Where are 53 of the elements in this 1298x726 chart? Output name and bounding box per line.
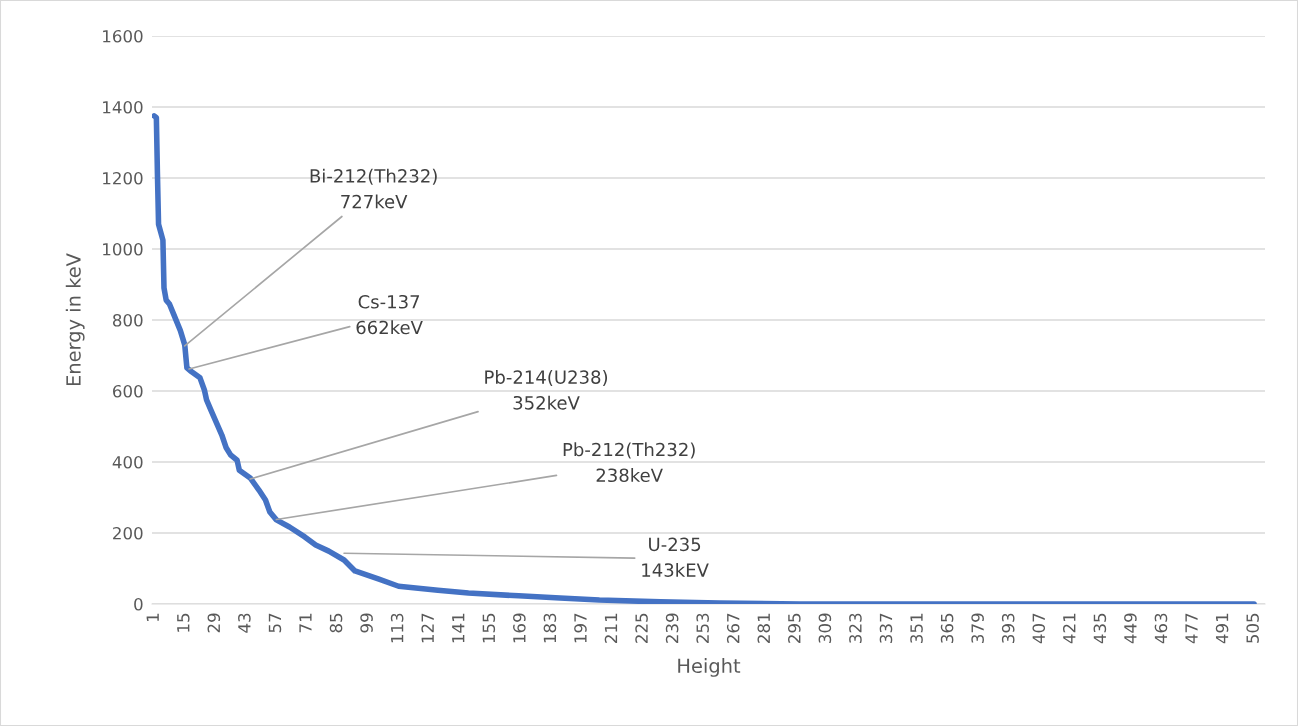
x-tick-label: 71: [299, 613, 312, 633]
x-tick-label: 29: [207, 613, 221, 633]
y-tick-label: 1200: [103, 171, 143, 185]
x-tick-label: 239: [665, 613, 679, 643]
x-tick-label: 477: [1185, 613, 1198, 644]
y-tick-label: 200: [113, 526, 143, 540]
y-tick-label: 1400: [103, 100, 143, 114]
x-tick-label: 351: [910, 613, 923, 643]
x-tick-label: 57: [268, 613, 282, 633]
y-axis-title: Energy in keV: [65, 253, 85, 386]
x-tick-label: 99: [360, 613, 373, 633]
x-tick-label: 127: [421, 613, 434, 643]
y-tick-label: 600: [113, 384, 143, 398]
annotation: Bi-212(Th232) 727keV: [310, 168, 437, 209]
y-tick-label: 800: [112, 313, 143, 327]
x-tick-label: 113: [390, 613, 404, 643]
x-tick-label: 491: [1215, 613, 1229, 644]
x-tick-label: 267: [726, 613, 740, 643]
x-tick-label: 407: [1032, 613, 1046, 644]
x-tick-label: 463: [1154, 613, 1168, 644]
x-tick-label: 449: [1124, 613, 1137, 644]
x-tick-label: 169: [513, 613, 526, 643]
annotation: Pb-212(Th232) 238keV: [563, 442, 695, 483]
x-tick-label: 337: [879, 613, 893, 643]
y-tick-label: 1600: [103, 29, 143, 43]
x-tick-label: 15: [177, 613, 190, 632]
annotation: U-235 143kEV: [642, 537, 709, 577]
x-tick-label: 379: [971, 613, 984, 643]
x-tick-label: 1: [146, 613, 159, 622]
x-tick-label: 211: [604, 613, 618, 643]
x-tick-label: 295: [788, 613, 801, 643]
x-tick-label: 183: [543, 613, 557, 643]
x-tick-label: 85: [329, 613, 343, 633]
annotation: Pb-214(U238) 352keV: [485, 369, 608, 410]
annotation: Cs-137 662keV: [356, 294, 423, 335]
x-tick-label: 141: [452, 613, 465, 643]
x-tick-label: 323: [849, 613, 862, 643]
x-tick-label: 253: [696, 613, 709, 643]
x-tick-label: 505: [1246, 613, 1259, 643]
x-tick-label: 365: [940, 613, 954, 643]
x-tick-label: 197: [574, 613, 587, 643]
y-tick-label: 0: [134, 597, 143, 611]
x-tick-label: 435: [1093, 613, 1107, 644]
x-tick-label: 393: [1001, 613, 1015, 643]
y-tick-label: 400: [112, 455, 143, 469]
x-tick-label: 43: [238, 613, 251, 633]
y-tick-label: 1000: [103, 242, 143, 256]
x-tick-label: 421: [1063, 613, 1076, 644]
x-tick-label: 225: [635, 613, 648, 643]
x-tick-label: 309: [818, 613, 832, 643]
x-tick-label: 155: [482, 613, 496, 643]
x-axis-title: Height: [678, 658, 741, 677]
x-tick-label: 281: [757, 613, 771, 643]
